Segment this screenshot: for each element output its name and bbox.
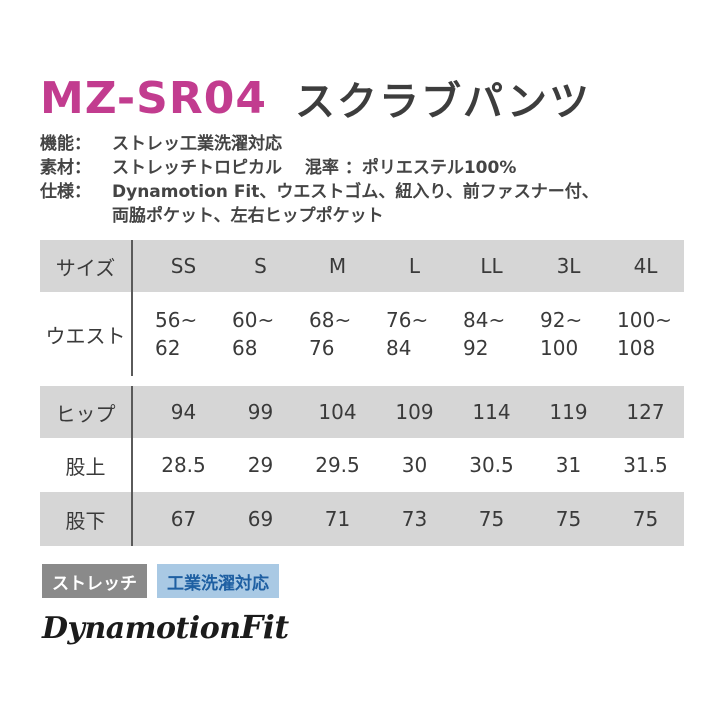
stretch-badge: ストレッチ	[42, 564, 147, 598]
row-label: ヒップ	[55, 401, 116, 426]
spec-label: 機能：	[40, 134, 91, 154]
size-header-cell: S	[254, 254, 267, 278]
spec-value: Dynamotion Fit、ウエストゴム、紐入り、前ファスナー付、	[112, 182, 599, 202]
table-cell: 28.5	[161, 453, 206, 477]
table-cell: 30.5	[469, 453, 514, 477]
table-cell: 99	[247, 400, 274, 424]
product-name: スクラブパンツ	[294, 79, 591, 125]
dynamotion-fit-logo: DynamotionFit	[42, 608, 289, 646]
table-cell: 71	[324, 507, 351, 531]
spec-value: ストレッチトロピカル 混率 ：ポリエステル100%	[112, 158, 517, 178]
table-row-inseam: 股下 67 69 71 73 75 75 75	[40, 492, 684, 546]
table-cell: 69	[247, 507, 274, 531]
table-cell: 75	[555, 507, 582, 531]
size-table: サイズ SS S M L LL 3L 4L ウエスト 56~ 62 60~ 68 6…	[40, 240, 684, 546]
table-cell: 75	[478, 507, 505, 531]
spec-label: 素材：	[40, 158, 91, 178]
industrial-wash-badge: 工業洗濯対応	[157, 564, 279, 598]
size-header-cell: LL	[480, 254, 503, 278]
spec-row-function: 機能： ストレッ工業洗濯対応	[40, 132, 700, 156]
table-cell: 73	[401, 507, 428, 531]
table-cell: 92~ 100	[540, 308, 583, 360]
table-row-hip: ヒップ 94 99 104 109 114 119 127	[40, 386, 684, 438]
table-cell: 84~ 92	[463, 308, 506, 360]
table-cell: 76~ 84	[386, 308, 429, 360]
row-label: 股下	[65, 508, 106, 533]
table-cell: 109	[395, 400, 434, 424]
table-row-waist: ウエスト 56~ 62 60~ 68 68~ 76 76~ 84 84~ 92 92~ 10…	[40, 292, 684, 376]
table-cell: 30	[401, 453, 428, 477]
table-cell: 29.5	[315, 453, 360, 477]
size-header-row: サイズ SS S M L LL 3L 4L	[40, 240, 684, 292]
product-title: MZ-SR04 スクラブパンツ	[40, 66, 591, 130]
size-header-cell: 4L	[633, 254, 658, 278]
row-label: 股上	[65, 454, 106, 479]
table-cell: 29	[247, 453, 274, 477]
product-code: MZ-SR04	[40, 72, 267, 124]
table-cell: 127	[626, 400, 665, 424]
table-cell: 100~ 108	[617, 308, 672, 360]
table-cell: 31.5	[623, 453, 668, 477]
spec-value: 両脇ポケット、左右ヒップポケット	[112, 206, 384, 226]
table-cell: 119	[549, 400, 588, 424]
table-cell: 94	[170, 400, 197, 424]
table-cell: 67	[170, 507, 197, 531]
size-header-label: サイズ	[55, 255, 116, 280]
size-header-cell: 3L	[556, 254, 581, 278]
spec-value: ストレッ工業洗濯対応	[112, 134, 282, 154]
spec-label: 仕様：	[40, 182, 91, 202]
size-header-cell: L	[408, 254, 421, 278]
table-cell: 104	[318, 400, 357, 424]
row-label: ウエスト	[45, 323, 126, 348]
table-cell: 114	[472, 400, 511, 424]
spec-list: 機能： ストレッ工業洗濯対応 素材： ストレッチトロピカル 混率 ：ポリエステル…	[40, 132, 700, 228]
feature-badges: ストレッチ 工業洗濯対応	[42, 564, 279, 598]
table-cell: 56~ 62	[155, 308, 198, 360]
spec-row-features: 仕様： Dynamotion Fit、ウエストゴム、紐入り、前ファスナー付、	[40, 180, 700, 204]
logo-text-fit: Fit	[240, 608, 290, 646]
table-cell: 31	[555, 453, 582, 477]
size-header-cell: M	[328, 254, 347, 278]
size-header-cell: SS	[170, 254, 197, 278]
table-cell: 75	[632, 507, 659, 531]
spec-row-features-cont: 両脇ポケット、左右ヒップポケット	[40, 204, 700, 228]
table-row-rise: 股上 28.5 29 29.5 30 30.5 31 31.5	[40, 438, 684, 492]
logo-text-main: Dynamotion	[42, 611, 241, 646]
table-cell: 60~ 68	[232, 308, 275, 360]
spec-row-material: 素材： ストレッチトロピカル 混率 ：ポリエステル100%	[40, 156, 700, 180]
table-cell: 68~ 76	[309, 308, 352, 360]
